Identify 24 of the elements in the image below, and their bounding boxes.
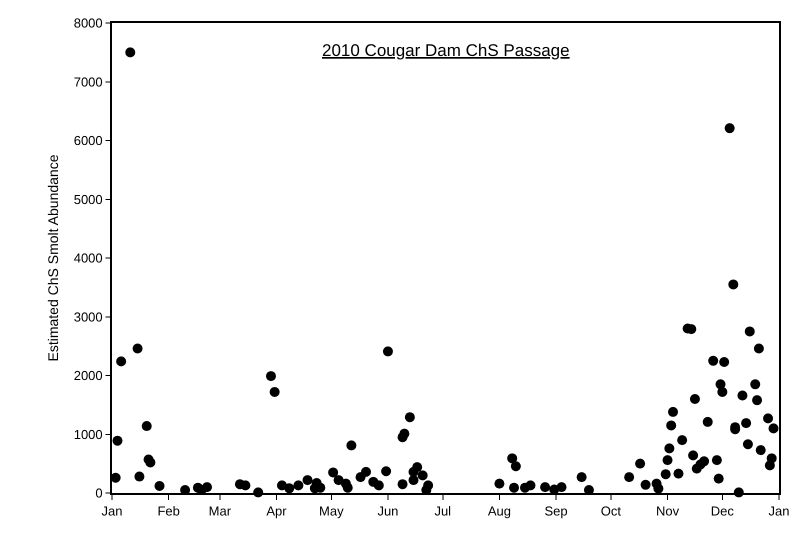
y-tick-label: 4000	[74, 250, 103, 266]
x-tick-label: Nov	[656, 503, 680, 518]
y-tick-label: 3000	[74, 309, 103, 324]
x-tick-label: Mar	[208, 503, 232, 518]
x-tick-label: Jul	[434, 503, 452, 518]
text: 2010 Cougar Dam ChS Passage	[322, 41, 570, 60]
x-tick-label: Dec	[710, 503, 734, 518]
x-tick-label: Jan	[102, 503, 122, 518]
x-tick-label: Sep	[544, 503, 568, 518]
y-tick-label: 1000	[74, 426, 103, 442]
x-tick-label: Feb	[157, 503, 180, 518]
x-tick-label: Jan	[768, 503, 790, 518]
x-tick-label: Oct	[600, 503, 622, 518]
x-tick-label: May	[319, 503, 344, 518]
x-tick-label: Aug	[488, 503, 511, 518]
y-axis-title: Estimated ChS Smolt Abundance	[44, 154, 61, 362]
y-tick-label: 0	[95, 486, 103, 501]
y-tick-label: 5000	[74, 192, 103, 207]
y-tick-label: 6000	[74, 133, 103, 148]
y-tick-label: 2000	[74, 368, 103, 384]
y-tick-label: 7000	[74, 74, 103, 90]
x-tick-label: Apr	[266, 503, 288, 518]
x-tick-label: Jun	[377, 503, 398, 518]
y-tick-label: 8000	[74, 16, 103, 31]
